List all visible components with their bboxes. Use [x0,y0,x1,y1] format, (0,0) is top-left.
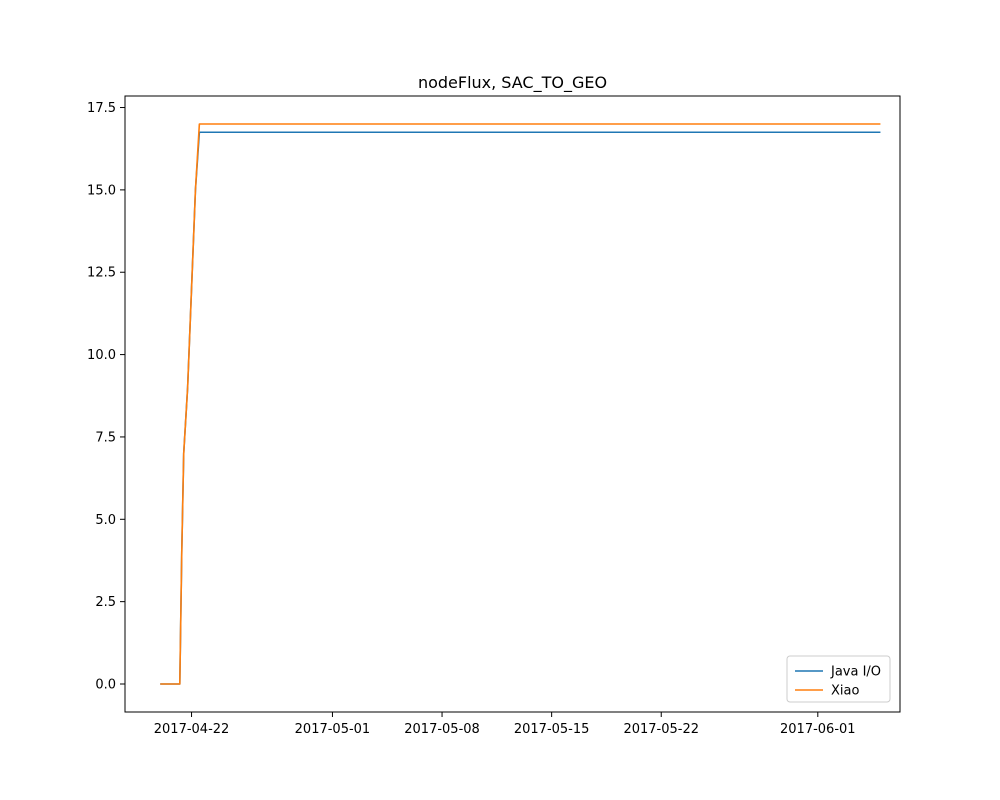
x-tick-label: 2017-05-01 [295,722,371,737]
x-tick-label: 2017-05-15 [514,722,590,737]
legend-label-2: Xiao [831,684,859,699]
y-tick-label: 7.5 [95,430,116,445]
y-tick-label: 17.5 [87,101,116,116]
x-tick-label: 2017-06-01 [780,722,856,737]
y-axis-ticks: 0.0 2.5 5.0 7.5 10.0 12.5 15.0 17.5 [87,101,125,693]
x-tick-label: 2017-04-22 [154,722,230,737]
series-line-2 [160,123,881,685]
x-tick-label: 2017-05-08 [404,722,480,737]
legend: Java I/O Xiao [786,655,891,703]
y-tick-label: 5.0 [95,513,116,528]
plot-frame [124,95,901,713]
x-tick-label: 2017-05-22 [623,722,699,737]
legend-label-1: Java I/O [830,665,881,680]
y-tick-label: 12.5 [87,266,116,281]
y-tick-label: 15.0 [87,183,116,198]
chart-title: nodeFlux, SAC_TO_GEO [418,73,607,93]
y-tick-label: 10.0 [87,348,116,363]
y-tick-label: 2.5 [95,595,116,610]
plot-lines [160,123,881,685]
y-tick-label: 0.0 [95,678,116,693]
x-axis-ticks: 2017-04-22 2017-05-01 2017-05-08 2017-05-15… [154,712,856,737]
